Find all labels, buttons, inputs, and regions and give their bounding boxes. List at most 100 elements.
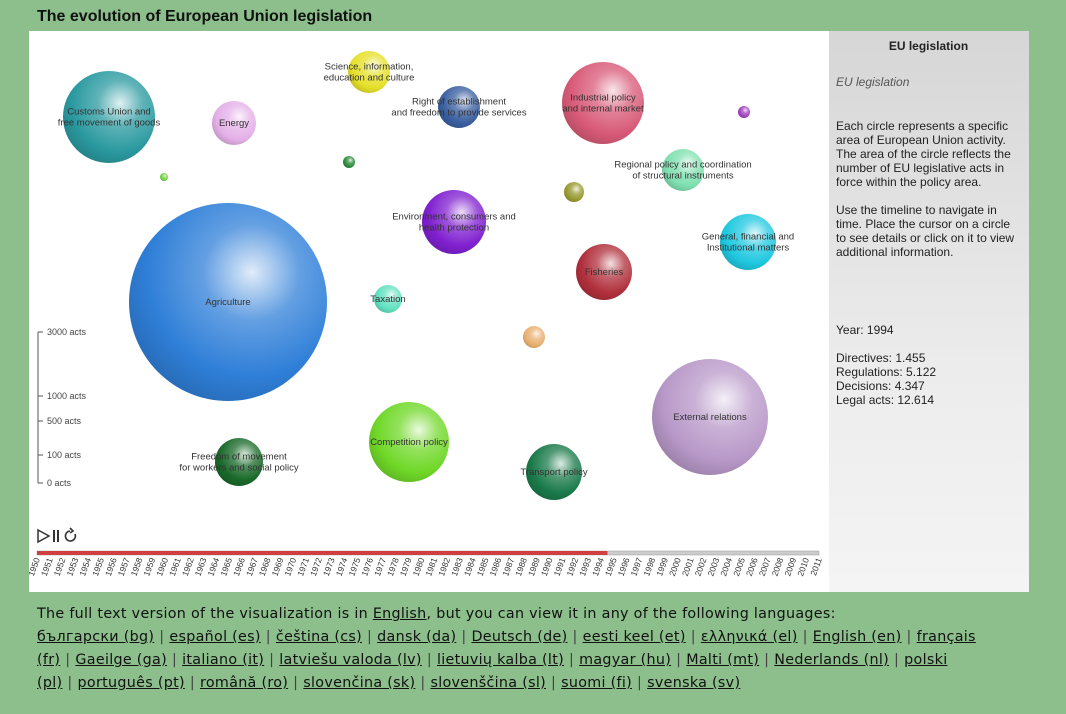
language-link[interactable]: slovenščina (sl): [430, 675, 546, 691]
language-link[interactable]: ελληνικά (el): [700, 629, 798, 645]
bubble[interactable]: Environment, consumers and health protect…: [392, 190, 516, 254]
bubble[interactable]: [564, 182, 584, 202]
legal-acts-count: Legal acts: 12.614: [836, 393, 935, 407]
bubble[interactable]: [523, 326, 545, 348]
bubble[interactable]: Right of establishment and freedom to pro…: [391, 86, 527, 128]
language-link[interactable]: Malti (mt): [686, 652, 760, 668]
play-icon[interactable]: [37, 528, 51, 544]
bubble[interactable]: [738, 106, 750, 118]
separator: |: [906, 629, 912, 645]
sidebar-title: EU legislation: [888, 39, 969, 53]
language-link[interactable]: български (bg): [37, 629, 155, 645]
bubble-circle[interactable]: [212, 101, 256, 145]
language-link[interactable]: eesti keel (et): [582, 629, 686, 645]
separator: |: [426, 652, 432, 668]
separator: |: [894, 652, 900, 668]
bubble[interactable]: Taxation: [370, 285, 406, 313]
bubble-circle[interactable]: [523, 326, 545, 348]
bubble[interactable]: Agriculture: [129, 203, 327, 401]
bubble-circle[interactable]: [526, 444, 582, 500]
language-link[interactable]: português (pt): [77, 675, 185, 691]
legend-label: 1000 acts: [47, 391, 87, 401]
timeline-year[interactable]: 2011: [808, 556, 824, 577]
intro-text-pre: The full text version of the visualizati…: [37, 606, 373, 622]
bubble-circle[interactable]: [652, 359, 768, 475]
bubble-circle[interactable]: [129, 203, 327, 401]
bubble-circle[interactable]: [576, 244, 632, 300]
language-link[interactable]: Nederlands (nl): [774, 652, 890, 668]
bubble-label: Freedom of movement for workers and socia…: [179, 452, 299, 474]
language-link[interactable]: English (en): [812, 629, 902, 645]
bubble-label: General, financial and Institutional matt…: [702, 232, 794, 254]
timeline-progress[interactable]: [37, 551, 608, 555]
language-link[interactable]: Deutsch (de): [471, 629, 568, 645]
intro-text-post: , but you can view it in any of the foll…: [426, 606, 836, 622]
bubble[interactable]: Regional policy and coordination of struc…: [614, 149, 752, 191]
sidebar-description: Each circle represents a specific area o…: [836, 119, 1011, 189]
bubble-circle[interactable]: [369, 402, 449, 482]
bubble-label: Taxation: [370, 294, 405, 305]
bubble[interactable]: Science, information, education and cultu…: [324, 51, 415, 93]
separator: |: [172, 652, 178, 668]
bubble-circle[interactable]: [564, 182, 584, 202]
bubble[interactable]: External relations: [652, 359, 768, 475]
bubble[interactable]: Customs Union and free movement of goods: [58, 71, 161, 163]
legend-label: 0 acts: [47, 478, 72, 488]
bubble-circle[interactable]: [343, 156, 355, 168]
info-sidebar: EU legislation EU legislation Each circl…: [829, 31, 1029, 592]
separator: |: [572, 629, 578, 645]
bubble-circle[interactable]: [738, 106, 750, 118]
language-link[interactable]: italiano (it): [182, 652, 265, 668]
language-link[interactable]: Gaeilge (ga): [75, 652, 167, 668]
separator: |: [461, 629, 467, 645]
language-link[interactable]: čeština (cs): [275, 629, 363, 645]
bubble-circle[interactable]: [422, 190, 486, 254]
language-link[interactable]: magyar (hu): [579, 652, 672, 668]
language-link[interactable]: suomi (fi): [561, 675, 632, 691]
bubble-circle[interactable]: [562, 62, 644, 144]
language-link[interactable]: español (es): [169, 629, 261, 645]
bubble-circle[interactable]: [215, 438, 263, 486]
legend-label: 100 acts: [47, 450, 82, 460]
bubble[interactable]: General, financial and Institutional matt…: [702, 214, 794, 270]
bubble-circle[interactable]: [374, 285, 402, 313]
separator: |: [550, 675, 557, 691]
timeline[interactable]: 1950195119521953195419551956195719581959…: [26, 550, 824, 577]
language-link[interactable]: lietuvių kalba (lt): [436, 652, 564, 668]
bubble-circle[interactable]: [438, 86, 480, 128]
language-link[interactable]: slovenčina (sk): [303, 675, 416, 691]
separator: |: [802, 629, 808, 645]
bubble[interactable]: Competition policy: [369, 402, 449, 482]
bubble[interactable]: Fisheries: [576, 244, 632, 300]
language-link[interactable]: français (fr): [37, 629, 976, 668]
bubble[interactable]: [343, 156, 355, 168]
language-link[interactable]: latviešu valoda (lv): [279, 652, 422, 668]
separator: |: [636, 675, 643, 691]
bubble-circle[interactable]: [348, 51, 390, 93]
separator: |: [269, 652, 275, 668]
bubble-circle[interactable]: [160, 173, 168, 181]
bubble[interactable]: Industrial policy and internal market: [562, 62, 644, 144]
english-link[interactable]: English: [372, 606, 427, 622]
bubble-circle[interactable]: [720, 214, 776, 270]
regulations-count: Regulations: 5.122: [836, 365, 937, 379]
pause-icon[interactable]: [53, 530, 59, 542]
bubble-label: Environment, consumers and health protect…: [392, 212, 516, 234]
bubble[interactable]: Transport policy: [520, 444, 588, 500]
language-link[interactable]: română (ro): [200, 675, 289, 691]
year-readout: Year: 1994: [836, 323, 894, 337]
bubble[interactable]: Energy: [212, 101, 256, 145]
bubble-circle[interactable]: [662, 149, 704, 191]
bubble-label: Energy: [219, 118, 249, 129]
decisions-count: Decisions: 4.347: [836, 379, 925, 393]
bubble[interactable]: [160, 173, 168, 181]
legend-label: 500 acts: [47, 416, 82, 426]
bubble-circle[interactable]: [63, 71, 155, 163]
replay-icon[interactable]: [64, 527, 77, 542]
language-link[interactable]: dansk (da): [377, 629, 457, 645]
bubble[interactable]: Freedom of movement for workers and socia…: [179, 438, 299, 486]
language-link[interactable]: polski (pl): [37, 652, 948, 691]
separator: |: [189, 675, 195, 691]
separator: |: [568, 652, 575, 668]
language-link[interactable]: svenska (sv): [647, 675, 741, 691]
